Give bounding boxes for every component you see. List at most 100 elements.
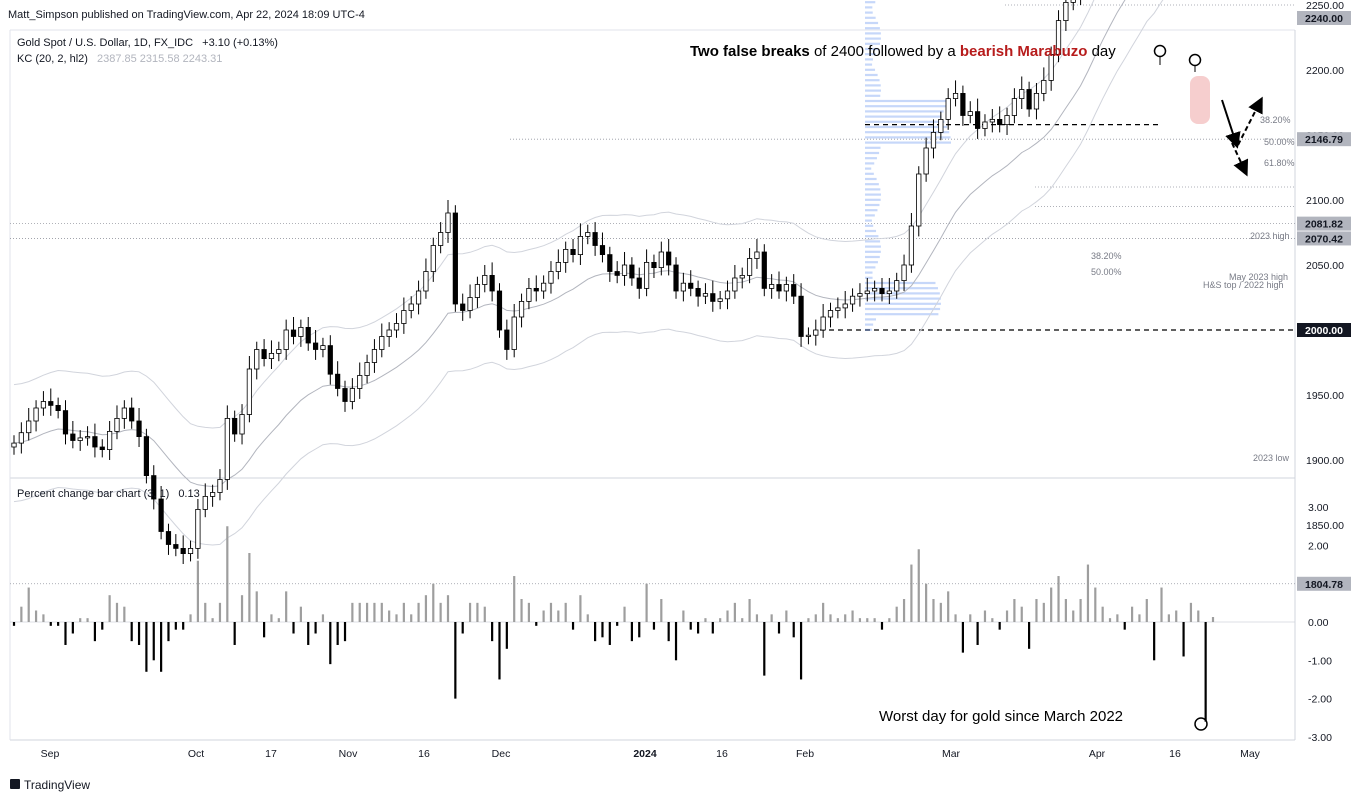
candle bbox=[621, 252, 628, 286]
candle bbox=[320, 337, 326, 358]
candle bbox=[371, 339, 378, 373]
price-axis-tick: 1900.00 bbox=[1306, 455, 1344, 467]
candle bbox=[563, 241, 569, 273]
price-axis-tick: 2200.00 bbox=[1306, 65, 1344, 77]
candle bbox=[644, 249, 650, 297]
candle bbox=[114, 405, 120, 440]
candle bbox=[210, 484, 216, 507]
candle bbox=[136, 408, 142, 447]
candle bbox=[474, 276, 481, 308]
candle bbox=[908, 213, 915, 273]
candle bbox=[312, 330, 319, 360]
candle bbox=[805, 327, 812, 345]
candle bbox=[423, 258, 429, 299]
candle bbox=[872, 280, 878, 302]
candle bbox=[99, 439, 105, 458]
fib-382-upper-label: 38.20% bbox=[1260, 115, 1291, 125]
label-hs-top: H&S top / 2022 high bbox=[1203, 280, 1284, 290]
candle bbox=[673, 257, 679, 299]
x-axis-tick: 16 bbox=[418, 748, 430, 760]
candle bbox=[48, 388, 54, 416]
candle bbox=[305, 317, 311, 351]
candle bbox=[894, 272, 900, 299]
sub-axis-tick: -1.00 bbox=[1308, 655, 1332, 667]
candle bbox=[143, 428, 150, 484]
x-axis-tick: 16 bbox=[716, 748, 728, 760]
candle bbox=[504, 319, 510, 360]
candle bbox=[599, 232, 606, 263]
candle bbox=[849, 288, 856, 312]
sub-axis-tick: 0.00 bbox=[1308, 617, 1329, 629]
candle bbox=[1048, 46, 1054, 91]
candle bbox=[364, 354, 370, 384]
projection-arrow-down bbox=[1221, 99, 1241, 149]
candle bbox=[327, 335, 333, 385]
candle bbox=[187, 540, 194, 562]
x-axis-tick: Sep bbox=[41, 748, 60, 760]
candle bbox=[438, 222, 444, 254]
candle bbox=[526, 278, 532, 310]
candle bbox=[254, 341, 260, 380]
price-tag: 2146.79 bbox=[1297, 132, 1351, 147]
candle bbox=[452, 205, 458, 312]
candle bbox=[724, 280, 731, 310]
fib-500-upper-label: 50.00% bbox=[1264, 137, 1295, 147]
candle bbox=[1070, 0, 1076, 11]
candle bbox=[732, 265, 738, 299]
projection-arrow-up bbox=[1237, 96, 1263, 146]
x-axis-tick: 2024 bbox=[633, 748, 657, 760]
candle bbox=[165, 523, 172, 555]
candle bbox=[989, 109, 995, 133]
price-axis-tick: 2050.00 bbox=[1306, 260, 1344, 272]
candle bbox=[62, 400, 69, 445]
candle bbox=[820, 304, 826, 338]
marabuzo-highlight bbox=[1190, 76, 1210, 124]
x-axis-tick: Dec bbox=[492, 748, 511, 760]
x-axis-tick: May bbox=[1240, 748, 1261, 760]
candle bbox=[857, 283, 863, 307]
sub-axis-tick: 2.00 bbox=[1308, 540, 1329, 552]
candle bbox=[342, 380, 348, 412]
candle bbox=[761, 244, 767, 297]
svg-text:2070.42: 2070.42 bbox=[1305, 233, 1343, 245]
candle bbox=[40, 391, 47, 416]
candle bbox=[445, 200, 451, 243]
candle bbox=[173, 534, 179, 557]
candle bbox=[1019, 76, 1025, 109]
svg-text:1804.78: 1804.78 bbox=[1305, 579, 1343, 591]
candle bbox=[129, 397, 135, 429]
candle bbox=[283, 319, 289, 360]
candle bbox=[217, 469, 223, 501]
price-tag: 2070.42 bbox=[1297, 231, 1351, 246]
candle bbox=[688, 270, 694, 297]
candle bbox=[916, 166, 922, 237]
worst-day-marker bbox=[1194, 717, 1208, 731]
candle bbox=[151, 465, 157, 510]
candle bbox=[290, 317, 297, 345]
fib-500-lower-label: 50.00% bbox=[1091, 267, 1122, 277]
fib-382-lower-label: 38.20% bbox=[1091, 251, 1122, 261]
candle bbox=[18, 422, 24, 454]
x-axis-tick: Oct bbox=[188, 748, 204, 760]
candle bbox=[349, 378, 355, 410]
svg-text:Gold Spot / U.S. Dollar, 1D, F: Gold Spot / U.S. Dollar, 1D, FX_IDC +3.1… bbox=[17, 37, 278, 49]
kc-indicator-label: KC (20, 2, hl2) bbox=[17, 53, 88, 65]
x-axis-tick: 17 bbox=[265, 748, 277, 760]
candle bbox=[460, 293, 466, 321]
symbol-change: +3.10 (+0.13%) bbox=[202, 37, 278, 49]
candle bbox=[680, 272, 686, 302]
candle bbox=[415, 280, 422, 315]
projection-arrow-down-2 bbox=[1231, 142, 1249, 177]
candle bbox=[879, 278, 885, 302]
candle bbox=[754, 239, 760, 269]
candle bbox=[357, 362, 363, 399]
candle bbox=[430, 237, 436, 282]
candle bbox=[835, 297, 841, 319]
candle bbox=[533, 275, 539, 302]
x-axis-tick: Mar bbox=[942, 748, 961, 760]
candle bbox=[842, 291, 848, 319]
candle bbox=[739, 267, 745, 289]
price-tag: 2081.82 bbox=[1297, 216, 1351, 231]
candle bbox=[261, 339, 267, 367]
